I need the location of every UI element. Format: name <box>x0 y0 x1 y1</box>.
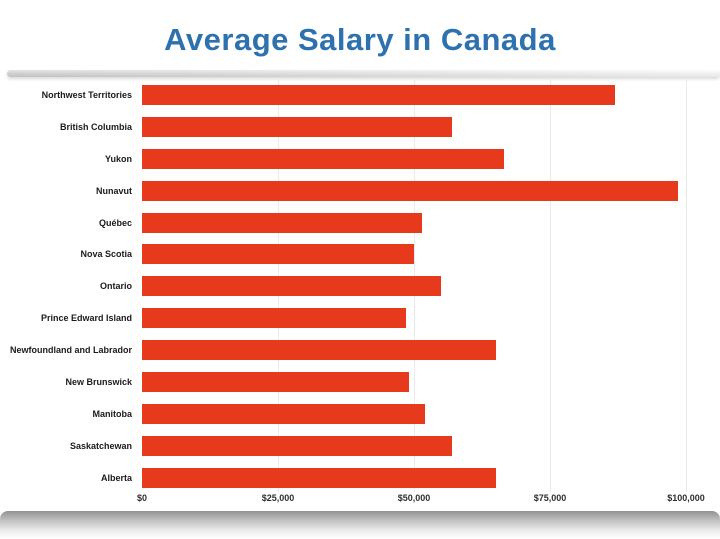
chart-title: Average Salary in Canada <box>164 22 556 57</box>
bar <box>142 148 504 169</box>
gridline <box>686 79 687 492</box>
bar <box>142 84 616 105</box>
bar <box>142 180 678 201</box>
category-label: Northwest Territories <box>41 89 132 100</box>
bar <box>142 276 442 297</box>
category-label: Nunavut <box>96 185 132 196</box>
category-label: Nova Scotia <box>80 249 132 260</box>
x-axis-tick-label: $75,000 <box>533 493 567 503</box>
x-axis-tick-label: $25,000 <box>261 493 295 503</box>
bar <box>142 308 406 329</box>
category-label: Prince Edward Island <box>40 313 132 324</box>
category-label: British Columbia <box>59 121 132 132</box>
x-axis-tick-label: $50,000 <box>397 493 431 503</box>
category-label: Québec <box>98 217 132 228</box>
x-axis-tick-label: $0 <box>136 493 148 503</box>
bar <box>142 212 423 233</box>
bar <box>142 467 496 488</box>
category-label: Ontario <box>99 281 132 292</box>
category-label: Newfoundland and Labrador <box>9 345 132 356</box>
category-label: Alberta <box>100 472 132 483</box>
gridline <box>550 79 551 492</box>
category-label: New Brunswick <box>65 377 132 388</box>
bar <box>142 403 425 424</box>
x-axis-tick-label: $100,000 <box>667 493 705 503</box>
title-divider-bar <box>7 70 720 77</box>
category-label: Yukon <box>104 153 132 164</box>
category-label: Manitoba <box>92 408 133 419</box>
bar <box>142 340 496 361</box>
bar <box>142 372 409 393</box>
bottom-decoration-bar <box>0 511 720 539</box>
bar <box>142 435 453 456</box>
category-label: Saskatchewan <box>69 440 132 451</box>
bar <box>142 116 453 137</box>
bar <box>142 244 414 265</box>
